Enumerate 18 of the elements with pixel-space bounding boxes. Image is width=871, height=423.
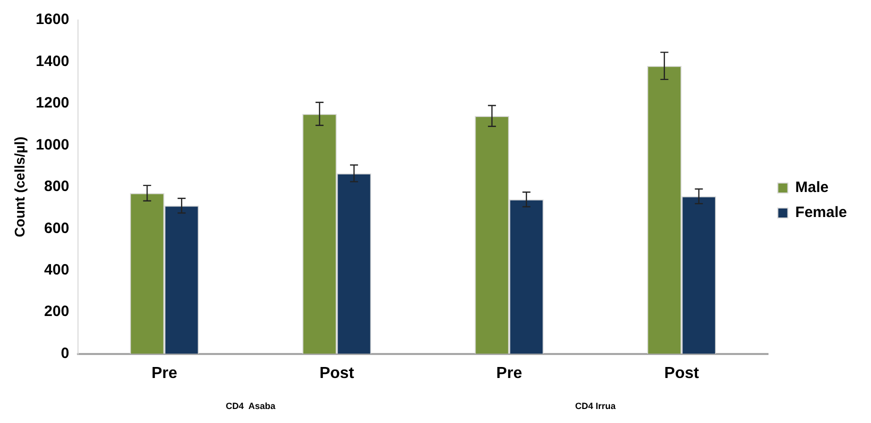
- y-tick-label: 1000: [36, 136, 70, 154]
- legend-label: Male: [795, 179, 829, 196]
- x-tick-label: Pre: [496, 364, 522, 382]
- y-tick-label: 0: [60, 344, 70, 362]
- x-tick-label: Post: [319, 364, 355, 382]
- text: CD4 Asaba: [226, 401, 276, 411]
- y-tick-label: 600: [44, 220, 70, 237]
- text: CD4 Irrua: [575, 401, 617, 411]
- y-tick-label: 1600: [36, 11, 70, 28]
- x-tick-label: Post: [664, 364, 700, 382]
- y-tick-label: 400: [44, 261, 70, 278]
- y-tick-label: 200: [44, 303, 70, 320]
- y-tick-label: 800: [44, 178, 70, 196]
- y-axis-title: Count (cells/µl): [11, 136, 28, 238]
- y-tick-label: 1400: [36, 52, 70, 70]
- legend-label: Female: [795, 204, 848, 222]
- y-tick-label: 1200: [36, 94, 70, 112]
- x-tick-label: Pre: [151, 364, 178, 382]
